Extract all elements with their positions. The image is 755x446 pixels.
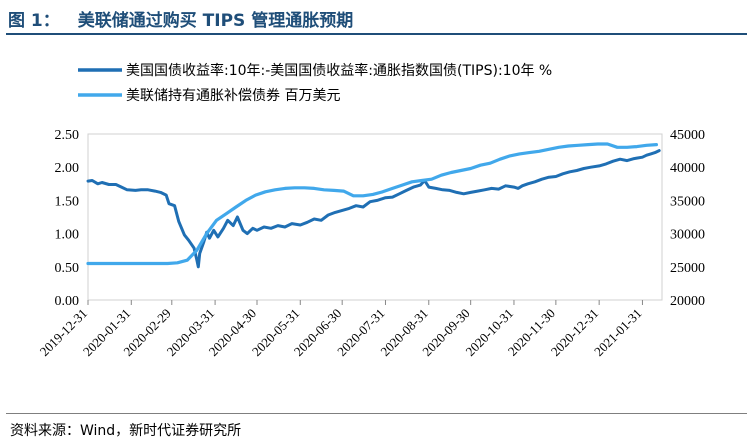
legend-label-fed-tips-holdings: 美联储持有通胀补偿债券 百万美元 (126, 88, 340, 104)
y-left-tick-label: 1.50 (55, 194, 80, 209)
legend: 美国国债收益率:10年:-美国国债收益率:通胀指数国债(TIPS):10年 % 美… (78, 62, 552, 104)
plot-frame (87, 133, 663, 301)
y-left-tick-label: 0.50 (55, 261, 80, 276)
y-right-tick-label: 25000 (670, 261, 705, 276)
figure-title-text: 美联储通过购买 TIPS 管理通胀预期 (77, 11, 354, 31)
legend-label-yield-spread: 美国国债收益率:10年:-美国国债收益率:通胀指数国债(TIPS):10年 % (126, 62, 552, 79)
y-right-tick-label: 40000 (670, 161, 705, 176)
x-tick-label: 2021-01-31 (591, 306, 645, 360)
line-chart: 美国国债收益率:10年:-美国国债收益率:通胀指数国债(TIPS):10年 % 美… (37, 62, 705, 359)
series-lines (86, 142, 661, 269)
y-left-tick-label: 0.00 (55, 294, 80, 309)
y-left-tick-label: 1.00 (55, 228, 80, 243)
y-right-tick-label: 20000 (670, 294, 705, 309)
axes: 0.00 0.50 1.00 1.50 2.00 2.50 20000 25000 30000 3… (37, 128, 705, 359)
y-left-tick-label: 2.00 (55, 161, 80, 176)
figure-number: 图 1： (8, 11, 60, 31)
figure-title: 图 1： 美联储通过购买 TIPS 管理通胀预期 (8, 6, 353, 31)
y-left-tick-label: 2.50 (55, 128, 80, 143)
y-right-tick-label: 45000 (670, 128, 705, 143)
source-note: 资料来源：Wind，新时代证券研究所 (10, 423, 242, 439)
title-divider (6, 33, 747, 35)
series-line-yield-spread (86, 149, 661, 269)
y-right-tick-label: 30000 (670, 228, 705, 243)
series-line-fed-tips-holdings (86, 142, 658, 266)
y-right-tick-label: 35000 (670, 194, 705, 209)
source-divider (6, 413, 747, 414)
